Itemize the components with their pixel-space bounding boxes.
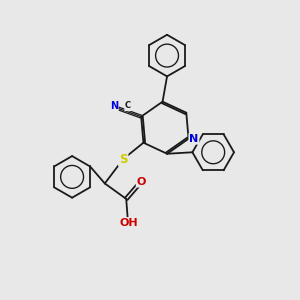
- Text: N: N: [189, 134, 199, 144]
- Text: O: O: [137, 177, 146, 187]
- Text: OH: OH: [120, 218, 139, 228]
- Text: C: C: [125, 101, 131, 110]
- Text: N: N: [110, 101, 118, 111]
- Text: S: S: [119, 153, 128, 166]
